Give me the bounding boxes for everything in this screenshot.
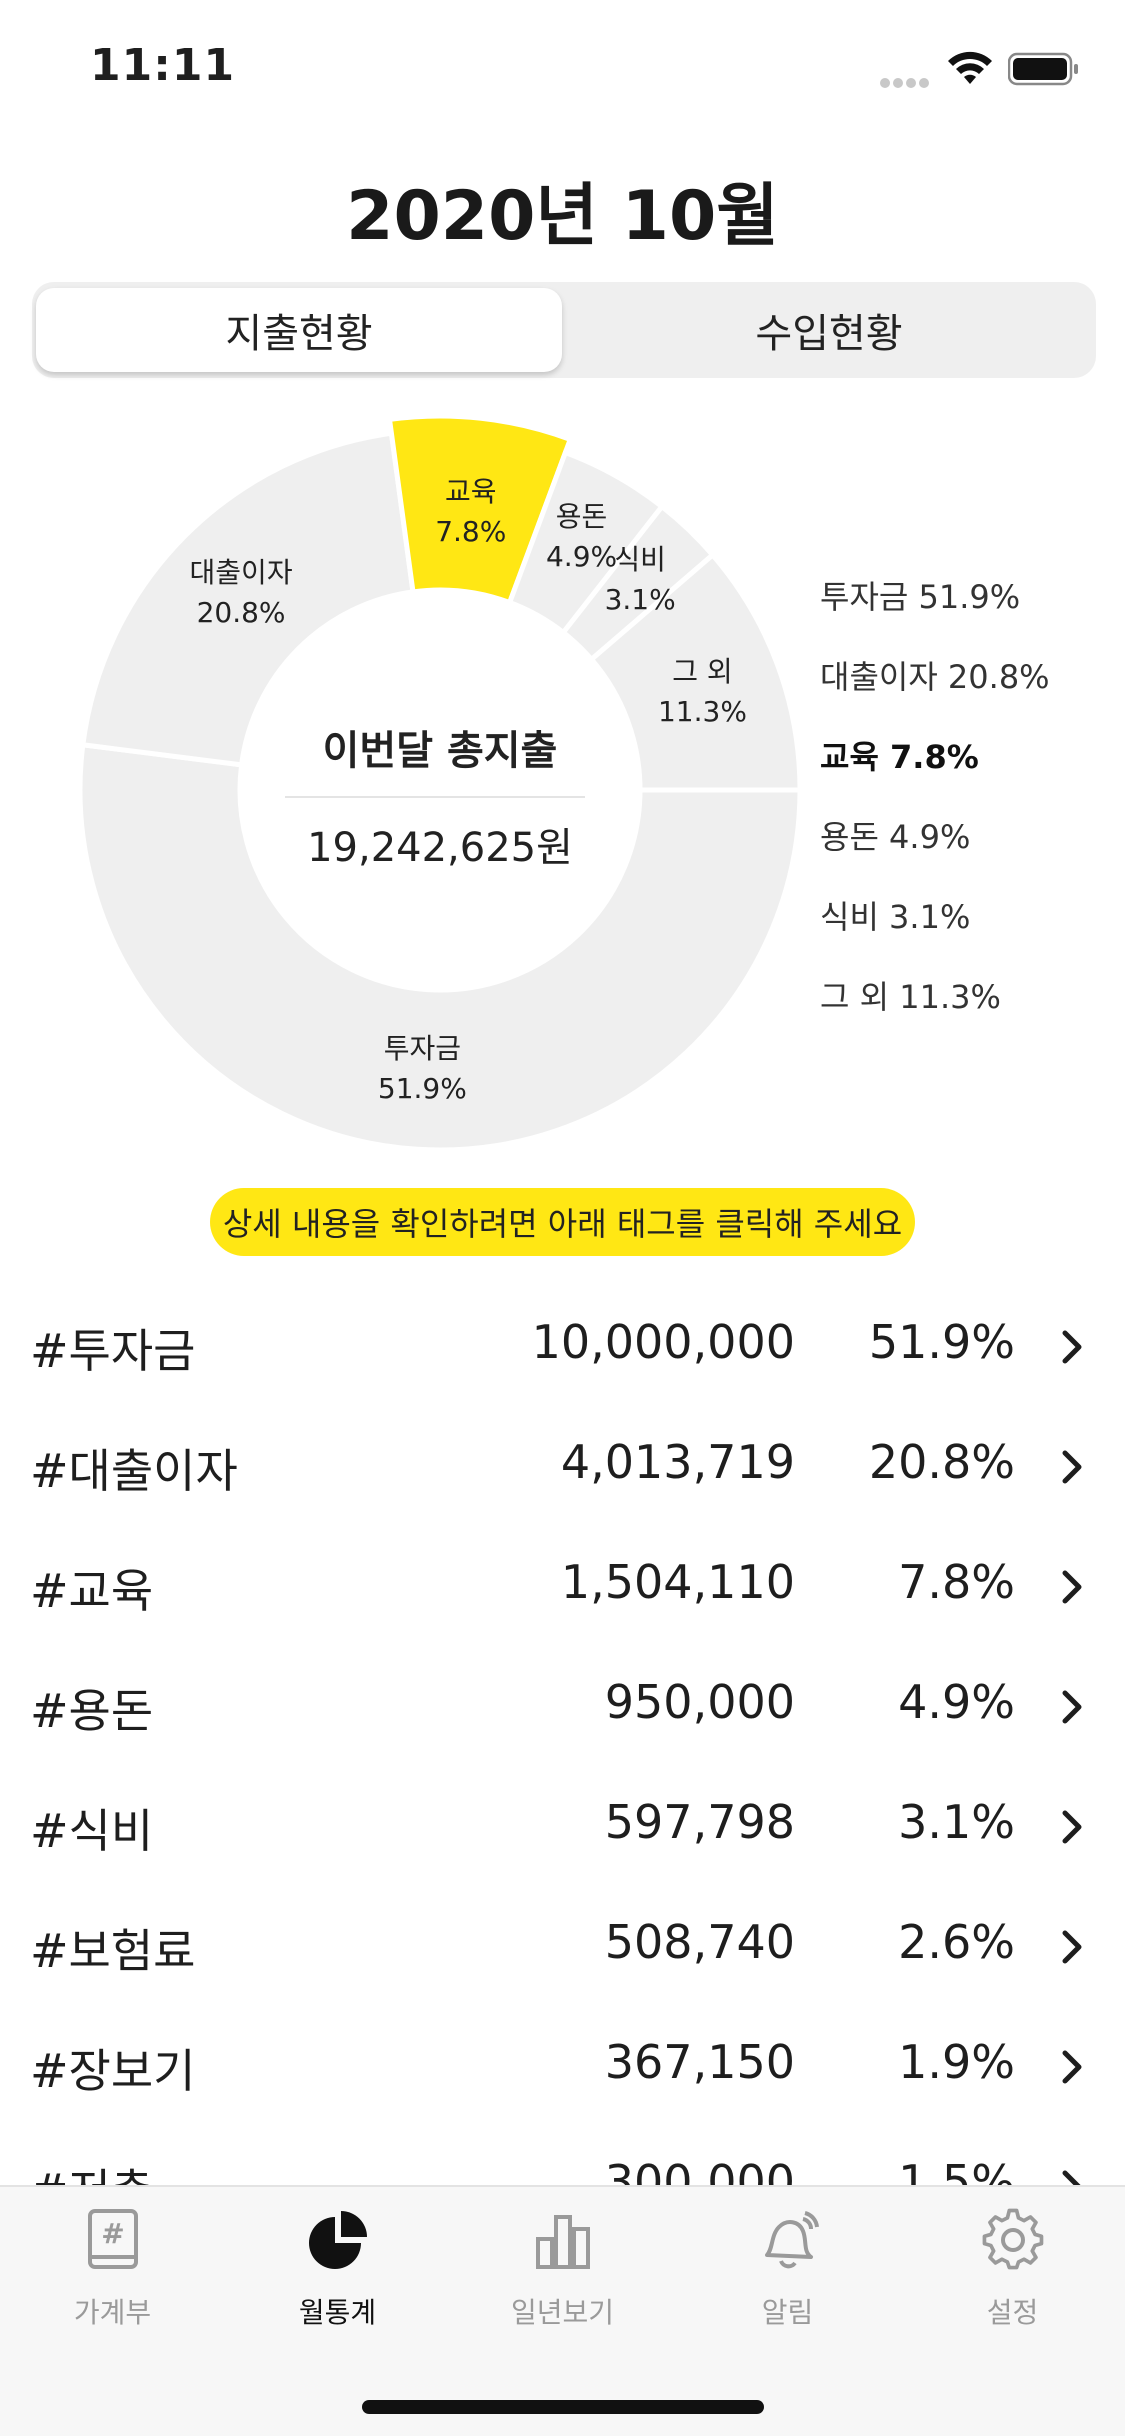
gear-icon (982, 2208, 1043, 2270)
chevron-right-icon[interactable] (1057, 1807, 1087, 1847)
category-row[interactable]: #보험료 508,740 2.6% (0, 1885, 1125, 2005)
category-amount: 10,000,000 (531, 1315, 795, 1369)
category-amount: 367,150 (604, 2035, 795, 2089)
chevron-right-icon[interactable] (1057, 1687, 1087, 1727)
chart-legend: 투자금 51.9% 대출이자 20.8% 교육 7.8% 용돈 4.9% 식비 3.1%… (820, 572, 1050, 1052)
slice-label-3: 용돈 4.9% (546, 497, 617, 577)
tab-yearly-view[interactable]: 일년보기 (450, 2205, 675, 2345)
legend-item: 투자금 51.9% (820, 578, 1021, 616)
slice-label-name: 용돈 (555, 499, 608, 533)
tab-yearly-view-label: 일년보기 (510, 2296, 615, 2329)
category-tag[interactable]: #장보기 (30, 2044, 196, 2098)
status-bar: 11:11 (0, 0, 1125, 140)
pie-chart-icon (308, 2211, 367, 2269)
category-amount: 597,798 (604, 1795, 795, 1849)
category-tag[interactable]: #식비 (30, 1804, 154, 1858)
slice-label-name: 대출이자 (189, 555, 293, 589)
wifi-icon (948, 51, 992, 84)
tab-income-status[interactable]: 수입현황 (755, 311, 903, 357)
tab-settings-label: 설정 (986, 2296, 1039, 2329)
category-percent: 20.8% (868, 1435, 1015, 1489)
chevron-right-icon[interactable] (1057, 1567, 1087, 1607)
donut-slice-5[interactable] (587, 551, 803, 793)
category-tag[interactable]: #교육 (30, 1564, 154, 1618)
slice-label-name: 교육 (445, 474, 497, 508)
slice-label-5: 그 외 11.3% (658, 652, 747, 732)
bottom-tab-bar: # 가계부 월통계 일년보기 알림 (0, 2185, 1125, 2436)
category-tag[interactable]: #대출이자 (30, 1444, 238, 1498)
expense-income-segmented-control: 지출현황 수입현황 (32, 282, 1096, 378)
slice-label-pct: 3.1% (604, 583, 676, 617)
bar-chart-icon (535, 2215, 590, 2269)
chevron-right-icon[interactable] (1057, 1927, 1087, 1967)
slice-label-name: 그 외 (672, 655, 733, 689)
category-tag[interactable]: #보험료 (30, 1924, 196, 1978)
category-list: #투자금 10,000,000 51.9% #대출이자 4,013,719 20.8% #교… (0, 1285, 1125, 2190)
tab-settings[interactable]: 설정 (900, 2205, 1125, 2345)
category-percent: 1.5% (898, 2155, 1015, 2190)
legend-item: 교육 7.8% (820, 738, 979, 776)
slice-label-1: 대출이자 20.8% (190, 553, 293, 633)
donut-slice-0[interactable] (77, 741, 803, 1153)
cellular-signal-icon (880, 73, 936, 88)
tab-monthly-stats[interactable]: 월통계 (225, 2205, 450, 2345)
category-row[interactable]: #식비 597,798 3.1% (0, 1765, 1125, 1885)
tab-ledger-label: 가계부 (73, 2296, 152, 2329)
slice-label-name: 투자금 (383, 1032, 462, 1066)
chevron-right-icon[interactable] (1057, 2047, 1087, 2087)
tab-notifications-label: 알림 (761, 2296, 814, 2329)
category-row[interactable]: #교육 1,504,110 7.8% (0, 1525, 1125, 1645)
bell-icon (764, 2211, 819, 2269)
home-indicator (362, 2400, 764, 2414)
category-amount: 508,740 (604, 1915, 795, 1969)
category-amount: 1,504,110 (560, 1555, 795, 1609)
category-amount: 4,013,719 (560, 1435, 795, 1489)
category-row[interactable]: #용돈 950,000 4.9% (0, 1645, 1125, 1765)
tab-monthly-stats-label: 월통계 (298, 2296, 377, 2329)
legend-item: 대출이자 20.8% (820, 658, 1050, 696)
center-divider (285, 796, 585, 798)
donut-center-title: 이번달 총지출 (322, 728, 558, 774)
slice-label-pct: 11.3% (657, 695, 747, 729)
chevron-right-icon[interactable] (1057, 1327, 1087, 1367)
slice-label-pct: 51.9% (377, 1072, 467, 1106)
slice-label-name: 식비 (614, 543, 666, 577)
slice-label-0: 투자금 51.9% (378, 1029, 467, 1109)
donut-center-amount: 19,242,625원 (307, 825, 573, 871)
donut-slice-1[interactable] (80, 430, 416, 768)
slice-label-pct: 7.8% (435, 514, 507, 548)
slice-label-2: 교육 7.8% (435, 472, 506, 552)
category-percent: 1.9% (898, 2035, 1015, 2089)
category-percent: 3.1% (898, 1795, 1015, 1849)
ledger-book-icon: # (87, 2209, 138, 2269)
category-amount: 950,000 (604, 1675, 795, 1729)
category-percent: 51.9% (868, 1315, 1015, 1369)
chevron-right-icon[interactable] (1057, 1447, 1087, 1487)
category-tag[interactable]: #투자금 (30, 1324, 196, 1378)
slice-label-pct: 20.8% (196, 595, 286, 629)
status-time: 11:11 (90, 40, 236, 91)
expense-donut-chart (77, 413, 803, 1153)
category-row[interactable]: #장보기 367,150 1.9% (0, 2005, 1125, 2125)
tab-notifications[interactable]: 알림 (675, 2205, 900, 2345)
category-tag[interactable]: #용돈 (30, 1684, 154, 1738)
category-amount: 300,000 (604, 2155, 795, 2190)
legend-item: 그 외 11.3% (820, 978, 1001, 1016)
category-percent: 7.8% (898, 1555, 1015, 1609)
month-title[interactable]: 2020년 10월 (346, 177, 779, 256)
legend-item: 식비 3.1% (820, 898, 971, 936)
category-row[interactable]: #대출이자 4,013,719 20.8% (0, 1405, 1125, 1525)
svg-text:#: # (101, 2217, 124, 2250)
category-row[interactable]: #투자금 10,000,000 51.9% (0, 1285, 1125, 1405)
slice-label-pct: 4.9% (545, 539, 618, 573)
tab-expense-status[interactable]: 지출현황 (36, 288, 562, 372)
battery-icon (1008, 52, 1078, 86)
category-percent: 2.6% (898, 1915, 1015, 1969)
tab-ledger[interactable]: # 가계부 (0, 2205, 225, 2345)
tag-hint-banner: 상세 내용을 확인하려면 아래 태그를 클릭해 주세요 (210, 1188, 915, 1256)
slice-label-4: 식비 3.1% (605, 540, 676, 620)
category-percent: 4.9% (898, 1675, 1015, 1729)
legend-item: 용돈 4.9% (820, 818, 971, 856)
